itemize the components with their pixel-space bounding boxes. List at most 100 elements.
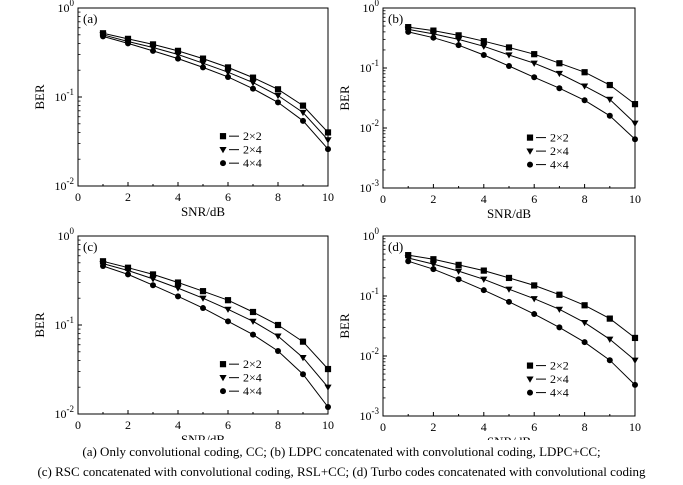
data-point — [430, 266, 437, 273]
data-point — [225, 73, 231, 80]
data-point — [124, 35, 132, 42]
x-tick-label: 0 — [75, 190, 81, 204]
legend-label: 2×2 — [243, 357, 262, 371]
data-point — [606, 81, 613, 89]
x-tick-label: 8 — [582, 420, 588, 434]
data-point — [530, 60, 538, 67]
legend-entry: 2×4 — [526, 144, 569, 158]
series-2 — [99, 32, 332, 144]
series-line — [408, 257, 636, 361]
x-tick-label: 10 — [629, 192, 641, 206]
legend-label: 2×2 — [550, 359, 569, 373]
data-point — [200, 64, 206, 71]
data-point — [125, 40, 131, 47]
y-tick-label: 10-2 — [55, 176, 75, 193]
series-line — [408, 31, 636, 140]
legend-entry: 2×4 — [526, 372, 569, 386]
data-point — [531, 311, 538, 318]
data-point — [149, 41, 157, 48]
legend-marker — [526, 362, 534, 369]
data-point — [480, 38, 487, 45]
series-3 — [100, 33, 331, 153]
data-point — [530, 296, 538, 303]
legend-entry: 4×4 — [220, 384, 262, 398]
x-tick-label: 8 — [582, 192, 588, 206]
series-3 — [100, 263, 331, 410]
x-tick-label: 2 — [430, 420, 436, 434]
data-point — [480, 43, 488, 50]
y-axis-label: BER — [337, 85, 352, 111]
y-tick-label: 100 — [363, 0, 380, 15]
y-tick-label: 10-3 — [360, 178, 380, 195]
data-point — [455, 261, 462, 268]
data-point — [505, 44, 513, 51]
data-point — [274, 333, 282, 340]
legend-label: 2×4 — [550, 372, 569, 386]
series-line — [408, 26, 636, 105]
data-point — [531, 74, 538, 81]
legend-entry: 2×2 — [219, 129, 262, 143]
data-point — [581, 302, 588, 309]
data-point — [274, 321, 282, 329]
legend-entry: 2×4 — [219, 143, 262, 157]
series-1 — [405, 252, 639, 342]
series-line — [408, 28, 636, 124]
data-point — [149, 276, 157, 283]
figure-caption-line-2: (c) RSC concatenated with convolutional … — [37, 464, 646, 479]
y-axis-label: BER — [32, 84, 47, 110]
data-point — [429, 31, 437, 38]
series-3 — [405, 258, 638, 388]
data-point — [455, 276, 462, 283]
series-2 — [404, 255, 639, 364]
data-point — [174, 51, 182, 59]
data-point — [300, 371, 306, 378]
legend-entry: 4×4 — [220, 156, 262, 170]
data-point — [225, 318, 231, 325]
x-tick-label: 4 — [175, 190, 181, 204]
data-point — [150, 282, 156, 289]
data-point — [325, 146, 331, 153]
y-tick-label: 10-1 — [55, 315, 75, 332]
data-point — [632, 136, 638, 143]
data-point — [405, 28, 412, 35]
data-point — [249, 74, 257, 81]
data-point — [455, 42, 462, 49]
data-point — [480, 51, 487, 58]
data-point — [199, 60, 207, 67]
data-point — [455, 268, 463, 275]
chart-panel-d: 0 2 4 6 8 10 100 10-1 10-2 10-3 SNR/dB BER (d) 2×22×4… — [337, 226, 641, 440]
legend-entry: 4×4 — [527, 158, 569, 172]
series-line — [102, 263, 329, 388]
panel-label: (a) — [83, 11, 97, 26]
data-point — [249, 308, 257, 316]
y-tick-label: 10-1 — [360, 286, 380, 303]
data-point — [556, 85, 563, 92]
data-point — [100, 263, 106, 270]
legend-entry: 2×2 — [219, 357, 262, 371]
x-tick-label: 6 — [531, 192, 537, 206]
data-point — [250, 331, 256, 338]
legend-entry: 2×4 — [219, 371, 262, 385]
data-point — [606, 336, 614, 343]
data-point — [324, 384, 332, 391]
data-point — [581, 83, 589, 90]
data-point — [224, 69, 232, 76]
data-point — [606, 315, 613, 322]
x-tick-label: 8 — [275, 418, 281, 432]
legend-marker — [219, 361, 227, 368]
data-point — [249, 80, 257, 87]
legend-marker — [526, 148, 534, 155]
x-tick-label: 4 — [481, 192, 487, 206]
legend-marker — [527, 389, 533, 396]
data-point — [125, 271, 131, 278]
data-point — [506, 298, 512, 305]
data-point — [480, 267, 487, 274]
legend-label: 2×2 — [550, 131, 569, 145]
data-point — [531, 51, 538, 58]
legend-label: 4×4 — [550, 386, 569, 400]
data-point — [631, 120, 639, 127]
data-point — [405, 252, 412, 259]
data-point — [556, 60, 563, 67]
series-line — [102, 34, 329, 141]
data-point — [174, 47, 182, 54]
